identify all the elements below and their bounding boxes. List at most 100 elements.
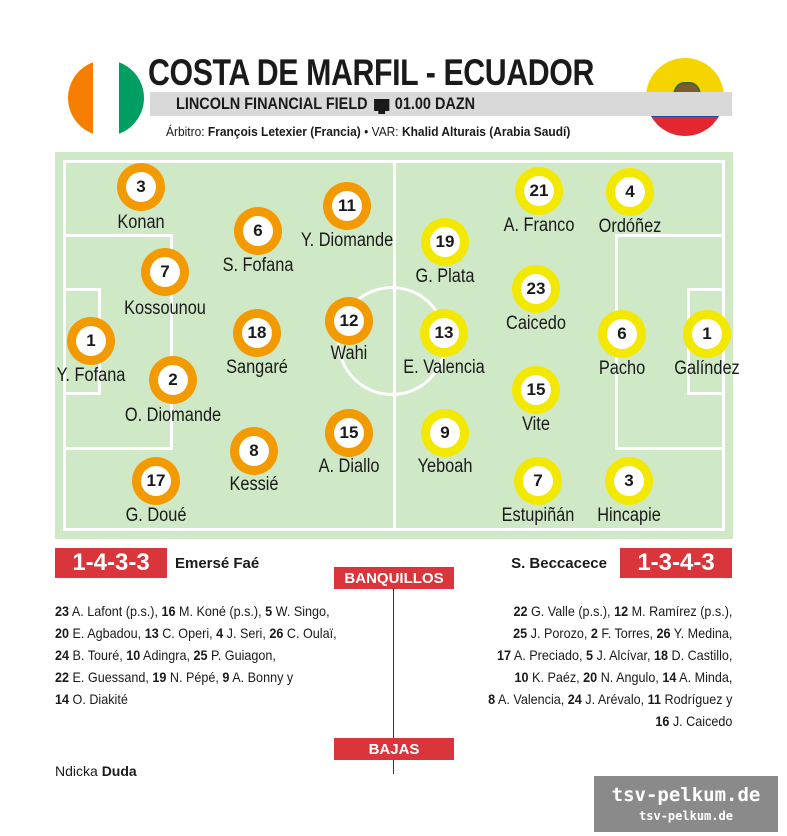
- player-number-disc: 11: [323, 182, 371, 230]
- player-number: 3: [126, 172, 156, 202]
- officials-separator: •: [360, 124, 372, 139]
- player-number: 4: [615, 177, 645, 207]
- player-name: Hincapie: [597, 505, 661, 526]
- bench-divider: [393, 588, 394, 774]
- player-number: 1: [692, 319, 722, 349]
- bench-player: Rodríguez y: [660, 691, 732, 707]
- officials-line: Árbitro: François Letexier (Francia) • V…: [166, 124, 570, 139]
- player-number-disc: 7: [141, 248, 189, 296]
- player-number: 11: [332, 191, 362, 221]
- bench-number: 19: [152, 669, 167, 685]
- bench-number: 8: [487, 691, 495, 707]
- bench-player: M. Ramírez (p.s.),: [627, 603, 732, 619]
- bench-player: A. Preciado,: [510, 647, 586, 663]
- bench-number: 9: [222, 669, 230, 685]
- watermark: tsv-pelkum.de tsv-pelkum.de: [594, 776, 778, 832]
- player-name: G. Doué: [125, 505, 187, 526]
- player-number: 6: [243, 216, 273, 246]
- player-number-disc: 7: [514, 457, 562, 505]
- player-name: Galíndez: [674, 358, 740, 379]
- player-number: 3: [614, 466, 644, 496]
- bench-player: O. Diakité: [69, 691, 128, 707]
- player-name: E. Valencia: [403, 357, 485, 378]
- player-number-disc: 2: [149, 356, 197, 404]
- player-number-disc: 15: [512, 366, 560, 414]
- away-coach: S. Beccacece: [511, 555, 607, 572]
- player-number-disc: 3: [117, 163, 165, 211]
- player-number-disc: 17: [132, 457, 180, 505]
- bench-player: E. Agbadou,: [69, 625, 145, 641]
- player-number-disc: 13: [420, 309, 468, 357]
- bench-player: K. Paéz,: [528, 669, 583, 685]
- bench-number: 4: [216, 625, 224, 641]
- player-name: Y. Fofana: [56, 365, 126, 386]
- player-name: Pacho: [598, 358, 646, 379]
- player-number-disc: 1: [683, 310, 731, 358]
- player-number: 15: [334, 418, 364, 448]
- player-number: 9: [430, 418, 460, 448]
- bench-number: 14: [55, 691, 70, 707]
- player-number: 2: [158, 365, 188, 395]
- away-bench: 22 G. Valle (p.s.), 12 M. Ramírez (p.s.)…: [461, 600, 732, 732]
- player-number: 7: [523, 466, 553, 496]
- bench-number: 26: [269, 625, 284, 641]
- player-number: 15: [521, 375, 551, 405]
- bench-line: 16 J. Caicedo: [488, 710, 732, 732]
- bench-line: 8 A. Valencia, 24 J. Arévalo, 11 Rodrígu…: [488, 688, 732, 710]
- bench-player: J. Alcívar,: [592, 647, 654, 663]
- bench-player: E. Guessand,: [69, 669, 153, 685]
- bench-player: P. Guiagon,: [207, 647, 276, 663]
- player-name: Caicedo: [506, 313, 566, 334]
- player-number-disc: 3: [605, 457, 653, 505]
- bench-player: A. Bonny y: [229, 669, 294, 685]
- player-name: O. Diomande: [124, 405, 222, 426]
- bench-header: BANQUILLOS: [334, 567, 454, 589]
- match-title: COSTA DE MARFIL - ECUADOR: [148, 52, 594, 93]
- venue-line: LINCOLN FINANCIAL FIELD 01.00 DAZN: [176, 94, 475, 114]
- bench-line: 14 O. Diakité: [55, 688, 337, 710]
- bench-player: B. Touré,: [69, 647, 127, 663]
- player-number-disc: 8: [230, 427, 278, 475]
- bench-number: 16: [161, 603, 176, 619]
- player-number: 18: [242, 318, 272, 348]
- bench-number: 17: [496, 647, 511, 663]
- bench-player: G. Valle (p.s.),: [527, 603, 614, 619]
- player-name: A. Diallo: [318, 456, 380, 477]
- bench-number: 24: [567, 691, 582, 707]
- bench-player: Y. Medina,: [670, 625, 732, 641]
- bench-number: 5: [585, 647, 593, 663]
- bench-number: 16: [654, 713, 669, 729]
- absences-header: BAJAS: [334, 738, 454, 760]
- absent-player: Ndicka: [55, 763, 98, 779]
- player-name: Kessié: [229, 474, 279, 495]
- bench-player: W. Singo,: [272, 603, 330, 619]
- home-absences: Ndicka Duda: [55, 763, 137, 779]
- bench-number: 22: [513, 603, 528, 619]
- bench-player: D. Castillo,: [667, 647, 732, 663]
- bench-number: 20: [55, 625, 70, 641]
- player-number: 8: [239, 436, 269, 466]
- watermark-sub: tsv-pelkum.de: [639, 809, 733, 823]
- bench-number: 10: [514, 669, 529, 685]
- bench-player: M. Koné (p.s.),: [175, 603, 266, 619]
- player-name: Estupiñán: [501, 505, 575, 526]
- player-number: 6: [607, 319, 637, 349]
- bench-player: C. Operi,: [158, 625, 217, 641]
- player-number: 7: [150, 257, 180, 287]
- bench-player: C. Oulaï,: [283, 625, 337, 641]
- player-name: Konan: [117, 212, 165, 233]
- bench-number: 5: [265, 603, 273, 619]
- home-coach: Emersé Faé: [175, 555, 260, 572]
- player-number-disc: 19: [421, 218, 469, 266]
- player-name: Wahi: [330, 343, 368, 364]
- player-number-disc: 21: [515, 167, 563, 215]
- bench-number: 13: [144, 625, 159, 641]
- bench-number: 14: [661, 669, 676, 685]
- player-name: Ordóñez: [598, 216, 662, 237]
- player-name: Yeboah: [417, 456, 473, 477]
- bench-number: 10: [126, 647, 141, 663]
- tv-icon: [374, 98, 390, 114]
- bench-player: A. Minda,: [675, 669, 732, 685]
- bench-number: 2: [590, 625, 598, 641]
- player-name: A. Franco: [503, 215, 575, 236]
